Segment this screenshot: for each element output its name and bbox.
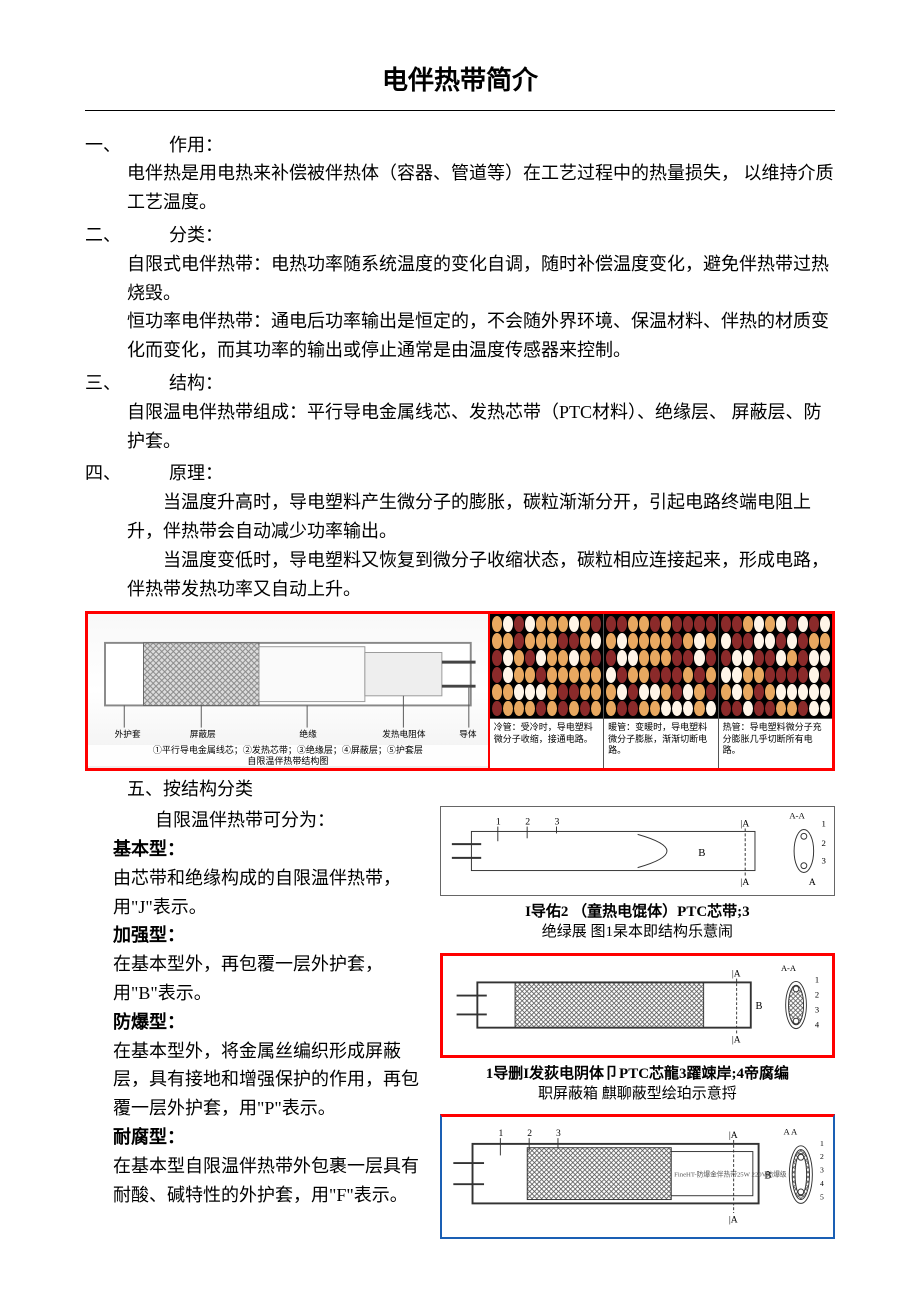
structure-figure: 外护套 屏蔽层 绝缘 发热电阻体 导体 ①平行导电金属线芯；②发热芯带；③绝缘层… [85,611,835,771]
type-reinforced-body: 在基本型外，再包覆一层外护套，用"B"表示。 [113,950,422,1008]
scale-warm-text: 暖管：变暖时，导电塑料微分子膨胀，渐渐切断电路。 [604,718,717,768]
svg-text:2: 2 [525,817,530,828]
svg-text:1: 1 [820,1139,824,1148]
svg-text:3: 3 [556,1128,561,1139]
scale-hot: 热管：导电塑料微分子充分膨胀几乎切断所有电路。 [718,614,832,768]
svg-text:B: B [755,1000,762,1011]
scale-warm: 暖管：变暖时，导电塑料微分子膨胀，渐渐切断电路。 [603,614,717,768]
section-2-body-1: 自限式电伴热带：电热功率随系统温度的变化自调，随时补偿温度变化，避免伴热带过热烧… [127,250,835,308]
scale-hot-text: 热管：导电塑料微分子充分膨胀几乎切断所有电路。 [719,718,832,768]
page-title: 电伴热带简介 [85,60,835,111]
two-column-block: 自限温伴热带可分为： 基本型： 由芯带和绝缘构成的自限温伴热带，用"J"表示。 … [85,806,835,1245]
svg-text:3: 3 [820,1166,824,1175]
diagrams-column: 1 2 3 B |A |A A-A 1 2 3 A [440,806,835,1245]
diagram-shielded: |A |A B A-A 1 2 3 4 [440,953,835,1058]
svg-text:2: 2 [820,1152,824,1161]
section-5-head: 五、按结构分类 [127,775,835,804]
section-2-head: 二、 分类： [85,221,835,250]
section-5-num: 五、 [127,779,163,799]
section-4-body-2: 当温度变低时，导电塑料又恢复到微分子收缩状态，碳粒相应连接起来，形成电路，伴热带… [127,546,835,604]
section-3-num: 三、 [85,369,145,398]
types-column: 自限温伴热带可分为： 基本型： 由芯带和绝缘构成的自限温伴热带，用"J"表示。 … [85,806,422,1245]
section-5-label: 按结构分类 [163,779,253,799]
svg-text:2: 2 [821,838,825,848]
type-basic-head: 基本型： [113,835,422,864]
type-corrosion-body: 在基本型自限温伴热带外包裹一层具有耐酸、碱特性的外护套，用"F"表示。 [113,1152,422,1210]
scale-cold-text: 冷管：受冷时，导电塑料微分子收缩，接通电路。 [490,718,603,768]
type-explosion-body: 在基本型外，将金属丝编织形成屏蔽层，具有接地和增强保护的作用，再包覆一层外护套，… [113,1037,422,1123]
svg-text:3: 3 [821,856,826,866]
svg-text:4: 4 [820,1179,824,1188]
label-2: 屏蔽层 [190,729,216,740]
svg-text:A: A [808,877,815,888]
svg-text:A-A: A-A [789,811,805,821]
section-2-label: 分类： [169,221,223,250]
label-3: 绝缘 [299,729,317,740]
section-3-body: 自限温电伴热带组成：平行导电金属线芯、发热芯带（PTC材料）、绝缘层、 屏蔽层、… [127,398,835,456]
scale-cold: 冷管：受冷时，导电塑料微分子收缩，接通电路。 [490,614,603,768]
svg-text:3: 3 [815,1004,819,1014]
section-2-body-2: 恒功率电伴热带：通电后功率输出是恒定的，不会随外界环境、保温材料、伴热的材质变化… [127,307,835,365]
svg-text:1: 1 [815,974,819,984]
svg-text:B: B [764,1171,771,1182]
svg-text:|A: |A [732,1035,741,1045]
section-1-num: 一、 [85,131,145,160]
svg-text:5: 5 [820,1193,824,1202]
struct-caption-line1: ①平行导电金属线芯；②发热芯带；③绝缘层；④屏蔽层；⑤护套层 [88,745,488,756]
svg-text:2: 2 [527,1128,532,1139]
svg-text:|A: |A [732,969,741,979]
type-basic-body: 由芯带和绝缘构成的自限温伴热带，用"J"表示。 [113,864,422,922]
svg-text:|A: |A [740,877,749,888]
section-2-num: 二、 [85,221,145,250]
section-1-label: 作用： [169,131,223,160]
caption-1-line1: I导佑2 （童热电馄体）PTC芯带;3 [525,904,750,920]
svg-text:|A: |A [729,1130,738,1141]
caption-2-line1: 1导删I发荻电阴体卩PTC芯龍3躍竦岸;4帝腐编 [486,1066,789,1082]
label-1: 外护套 [115,729,141,740]
diagram-basic: 1 2 3 B |A |A A-A 1 2 3 A [440,806,835,896]
section-4-num: 四、 [85,459,145,488]
section-3-label: 结构： [169,369,223,398]
caption-1-line2: 绝绿展 图1杲本即结构乐薏闹 [542,924,733,940]
temperature-scales: 冷管：受冷时，导电塑料微分子收缩，接通电路。 暖管：变暖时，导电塑料微分子膨胀，… [490,614,832,768]
section-4-head: 四、 原理： [85,459,835,488]
diagram-reinforced: FineHT-防爆金伴热带25W 220V防爆级 1 2 3 |A |A B A… [440,1114,835,1239]
label-4: 发热电阻体 [382,729,426,740]
svg-text:|A: |A [729,1215,738,1226]
svg-text:A A: A A [783,1126,797,1136]
section-1-body: 电伴热是用电热来补偿被伴热体（容器、管道等）在工艺过程中的热量损失， 以维持介质… [127,159,835,217]
structure-caption: ①平行导电金属线芯；②发热芯带；③绝缘层；④屏蔽层；⑤护套层 自限温伴热带结构图 [88,745,488,767]
section-4-label: 原理： [169,459,223,488]
section-3-head: 三、 结构： [85,369,835,398]
cable-structure-diagram: 外护套 屏蔽层 绝缘 发热电阻体 导体 ①平行导电金属线芯；②发热芯带；③绝缘层… [88,614,490,768]
type-reinforced-head: 加强型： [113,921,422,950]
svg-text:1: 1 [821,819,825,829]
svg-text:2: 2 [815,989,819,999]
svg-text:B: B [698,847,705,859]
caption-2: 1导删I发荻电阴体卩PTC芯龍3躍竦岸;4帝腐编 职屏蔽箱 麒聊蔽型绘珀示意捋 [440,1064,835,1105]
caption-1: I导佑2 （童热电馄体）PTC芯带;3 绝绿展 图1杲本即结构乐薏闹 [440,902,835,943]
label-5: 导体 [459,729,477,740]
caption-2-line2: 职屏蔽箱 麒聊蔽型绘珀示意捋 [538,1086,737,1102]
section-5-intro: 自限温伴热带可分为： [155,806,422,835]
struct-caption-line2: 自限温伴热带结构图 [88,756,488,767]
svg-text:A-A: A-A [781,963,797,973]
svg-text:1: 1 [496,817,501,828]
type-corrosion-head: 耐腐型： [113,1123,422,1152]
type-explosion-head: 防爆型： [113,1008,422,1037]
svg-text:1: 1 [498,1128,503,1139]
section-1-head: 一、 作用： [85,131,835,160]
svg-text:4: 4 [815,1019,820,1029]
svg-text:3: 3 [554,817,559,828]
section-4-body-1: 当温度升高时，导电塑料产生微分子的膨胀，碳粒渐渐分开，引起电路终端电阻上升，伴热… [127,488,835,546]
svg-text:|A: |A [740,819,749,830]
